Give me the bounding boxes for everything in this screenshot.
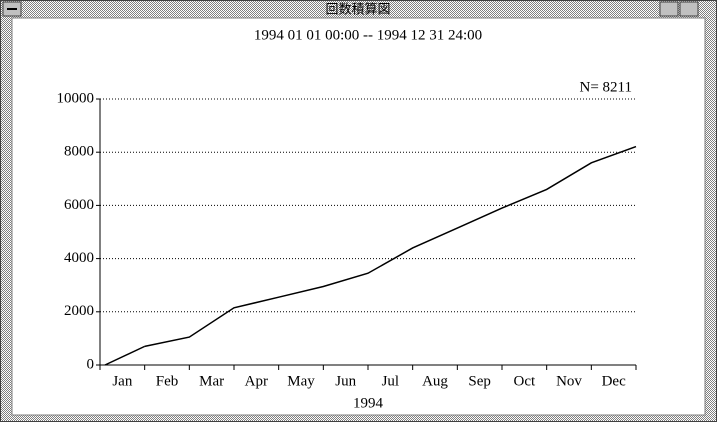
x-axis-label: 1994 [353, 395, 384, 411]
x-tick-label: May [287, 373, 315, 389]
y-tick-label: 8000 [64, 144, 94, 160]
x-tick-label: Jun [335, 373, 356, 389]
y-tick-label: 6000 [64, 197, 94, 213]
x-tick-label: Feb [156, 373, 179, 389]
data-line [144, 145, 637, 348]
close-icon [7, 8, 17, 10]
chart-subtitle: 1994 01 01 00:00 -- 1994 12 31 24:00 [254, 27, 482, 43]
minimize-button[interactable] [659, 1, 679, 17]
y-tick-label: 4000 [64, 250, 94, 266]
x-tick-label: Dec [602, 373, 626, 389]
y-tick-label: 0 [87, 356, 95, 372]
x-tick-label: Jul [382, 373, 400, 389]
y-tick-label: 10000 [57, 90, 95, 106]
x-tick-label: Jan [112, 373, 132, 389]
maximize-button[interactable] [679, 1, 699, 17]
y-tick-label: 2000 [64, 303, 94, 319]
count-annotation: N= 8211 [580, 79, 633, 95]
line-start [104, 345, 145, 366]
x-tick-label: Mar [199, 373, 224, 389]
window-title: 回数積算図 [325, 3, 390, 18]
client-area [11, 17, 706, 416]
x-tick-label: Sep [468, 373, 491, 389]
x-tick-label: Apr [245, 373, 268, 389]
x-tick-label: Nov [556, 373, 582, 389]
x-tick-label: Aug [422, 373, 448, 389]
x-tick-label: Oct [513, 373, 535, 389]
